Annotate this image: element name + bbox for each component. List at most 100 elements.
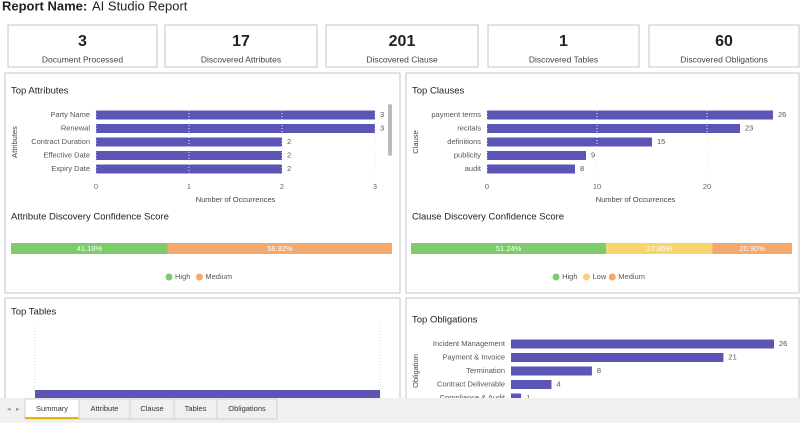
- category-label: definitions: [447, 137, 481, 146]
- bar-segment: [606, 243, 713, 254]
- tab-underline: [25, 417, 79, 419]
- bar: [487, 151, 586, 160]
- category-label: payment terms: [431, 110, 481, 119]
- bar-segment: [712, 243, 792, 254]
- table-bar: [35, 390, 380, 398]
- kpi-label: Discovered Obligations: [680, 54, 767, 64]
- x-tick-label: 10: [593, 182, 601, 191]
- kpi-value: 17: [232, 33, 250, 50]
- tab-label[interactable]: Attribute: [91, 404, 119, 413]
- category-label: Payment & Invoice: [442, 352, 505, 361]
- value-label: 4: [556, 379, 560, 388]
- panel: [405, 72, 800, 294]
- category-label: Expiry Date: [51, 164, 90, 173]
- bar: [487, 137, 652, 147]
- tab-label[interactable]: Clause: [140, 404, 163, 413]
- bar: [511, 380, 552, 389]
- scrollbar[interactable]: [388, 104, 392, 156]
- chart-title: Top Attributes: [11, 86, 69, 97]
- bar-segment: [411, 243, 607, 254]
- y-axis-label: Obligation: [411, 354, 420, 388]
- value-label: 51.24%: [496, 244, 522, 253]
- clipped-charts: Incident Management 26 Payment & Invoice 21…: [411, 339, 787, 402]
- kpi-row: 3 Document Processed 17 Discovered Attribut…: [7, 24, 800, 68]
- category-label: Contract Deliverable: [437, 379, 505, 388]
- legend-swatch: [552, 273, 560, 281]
- value-label: 8: [597, 366, 601, 375]
- kpi-card: [487, 24, 640, 68]
- kpi-value: 1: [559, 33, 568, 50]
- value-label: 8: [580, 164, 584, 173]
- bar: [511, 339, 774, 349]
- tabs: Summary Attribute Clause Tables Obligations: [24, 398, 278, 420]
- kpi-label: Discovered Tables: [529, 54, 598, 64]
- x-axis-label: Number of Occurrences: [196, 195, 276, 204]
- value-label: 2: [287, 164, 291, 173]
- bar: [511, 366, 592, 376]
- tab-label[interactable]: Tables: [185, 404, 207, 413]
- bar: [487, 164, 575, 174]
- chart-title: Top Tables: [11, 307, 56, 318]
- x-tick-label: 1: [187, 182, 191, 191]
- value-label: 2: [287, 150, 291, 159]
- x-tick-label: 0: [485, 182, 489, 191]
- value-label: 20.90%: [739, 244, 765, 253]
- category-label: Compliance & Audit: [440, 393, 506, 402]
- bar: [487, 124, 740, 133]
- bar-segment: [11, 243, 168, 254]
- value-label: 23: [745, 123, 753, 132]
- kpi-label: Document Processed: [42, 54, 124, 64]
- kpi-label: Discovered Attributes: [201, 54, 281, 64]
- legend-swatch: [165, 273, 173, 281]
- bar: [96, 110, 375, 120]
- legend-swatch: [608, 273, 616, 281]
- legend-label: Low: [593, 272, 607, 281]
- kpi-label: Discovered Clause: [366, 54, 438, 64]
- value-label: 9: [591, 150, 595, 159]
- category-label: audit: [465, 164, 482, 173]
- tab-label[interactable]: Summary: [36, 404, 68, 413]
- tab-next[interactable]: ▸: [16, 406, 20, 413]
- value-label: 15: [657, 137, 665, 146]
- category-label: Contract Duration: [31, 137, 90, 146]
- value-label: 21: [728, 352, 736, 361]
- tab-prev[interactable]: ◂: [7, 406, 11, 413]
- kpi-value: 201: [389, 33, 416, 50]
- category-label: recitals: [457, 123, 481, 132]
- y-axis-label: Attributes: [10, 126, 19, 158]
- x-tick-label: 20: [703, 182, 711, 191]
- value-label: 3: [380, 123, 384, 132]
- bar: [96, 137, 282, 147]
- bar-segment: [167, 243, 392, 254]
- value-label: 26: [778, 110, 786, 119]
- tab[interactable]: [216, 398, 278, 420]
- chart-title: Top Clauses: [412, 86, 465, 97]
- x-tick-label: 0: [94, 182, 98, 191]
- value-label: 41.18%: [77, 244, 103, 253]
- kpi-value: 3: [78, 33, 87, 50]
- bar: [487, 110, 773, 120]
- report-label: Report Name:: [2, 0, 87, 13]
- x-tick-label: 2: [280, 182, 284, 191]
- category-label: Incident Management: [433, 339, 506, 348]
- x-tick-label: 3: [373, 182, 377, 191]
- kpi-card: [164, 24, 318, 68]
- y-axis-label: Clause: [411, 130, 420, 153]
- x-axis-label: Number of Occurrences: [596, 195, 676, 204]
- legend-label: High: [562, 272, 577, 281]
- bar: [96, 164, 282, 174]
- chart-title: Top Obligations: [412, 315, 478, 326]
- chart-title: Attribute Discovery Confidence Score: [11, 212, 169, 223]
- value-label: 26: [779, 339, 787, 348]
- kpi-card: [648, 24, 800, 68]
- tab-label[interactable]: Obligations: [228, 404, 266, 413]
- value-label: 58.82%: [267, 244, 293, 253]
- legend-swatch: [195, 273, 203, 281]
- panel: [4, 72, 401, 294]
- kpi-card: [7, 24, 158, 68]
- category-label: Termination: [466, 366, 505, 375]
- legend-swatch: [583, 273, 590, 281]
- kpi-value: 60: [715, 33, 733, 50]
